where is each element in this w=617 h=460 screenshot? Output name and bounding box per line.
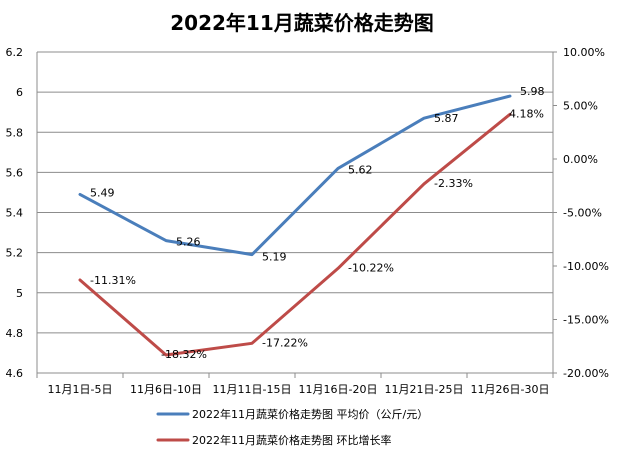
data-label: -18.32%	[161, 348, 207, 361]
right-axis-tick-label: 0.00%	[563, 153, 598, 166]
data-label: -17.22%	[262, 336, 308, 349]
x-axis-tick-label: 11月21日-25日	[385, 383, 464, 396]
left-axis-tick-label: 5.4	[6, 207, 24, 220]
left-axis-tick-label: 5.6	[6, 166, 24, 179]
left-axis-tick-label: 5.8	[6, 126, 24, 139]
data-label: 5.62	[348, 163, 373, 176]
left-axis-tick-label: 6.2	[6, 46, 24, 59]
x-axis-tick-label: 11月6日-10日	[130, 383, 202, 396]
legend-label-2: 2022年11月蔬菜价格走势图 环比增长率	[192, 433, 392, 447]
right-axis-ticks: -20.00% -15.00% -10.00% -5.00% 0.00% 5.00% 10.…	[553, 46, 609, 380]
data-label: 4.18%	[509, 107, 544, 120]
left-axis-tick-label: 5.2	[6, 247, 24, 260]
chart-title: 2022年11月蔬菜价格走势图	[170, 11, 434, 35]
right-axis-tick-label: -20.00%	[563, 367, 609, 380]
legend-label-1: 2022年11月蔬菜价格走势图 平均价（公斤/元）	[192, 407, 428, 421]
right-axis-tick-label: -10.00%	[563, 260, 609, 273]
series-group: 5.49 5.26 5.19 5.62 5.87 5.98 -11.31% -18.32% -1…	[78, 85, 545, 361]
data-label: -11.31%	[90, 274, 136, 287]
left-axis-tick-label: 6	[16, 86, 23, 99]
data-label: 5.98	[520, 85, 545, 98]
series-line-2	[78, 112, 512, 357]
right-axis-tick-label: 10.00%	[563, 46, 605, 59]
x-axis-tick-label: 11月1日-5日	[48, 383, 113, 396]
legend: 2022年11月蔬菜价格走势图 平均价（公斤/元） 2022年11月蔬菜价格走势图…	[156, 407, 428, 447]
data-label: -2.33%	[434, 177, 473, 190]
x-axis-ticks: 11月1日-5日 11月6日-10日 11月11日-15日 11月16日-20日 11月…	[36, 373, 554, 396]
left-axis-ticks: 4.6 4.8 5 5.2 5.4 5.6 5.8 6 6.2	[6, 46, 24, 380]
right-axis-tick-label: 5.00%	[563, 100, 598, 113]
data-label: 5.49	[90, 186, 115, 199]
data-label: 5.26	[176, 236, 201, 249]
data-label: 5.87	[434, 112, 459, 125]
data-label: 5.19	[262, 251, 287, 264]
x-axis-tick-label: 11月16日-20日	[299, 383, 378, 396]
x-axis-tick-label: 11月11日-15日	[213, 383, 292, 396]
right-axis-tick-label: -15.00%	[563, 314, 609, 327]
x-axis-tick-label: 11月26日-30日	[471, 383, 550, 396]
left-axis-tick-label: 4.6	[6, 367, 24, 380]
series-line-1	[78, 94, 512, 257]
left-axis-tick-label: 4.8	[6, 327, 24, 340]
left-axis-tick-label: 5	[16, 287, 23, 300]
data-label: -10.22%	[348, 261, 394, 274]
right-axis-tick-label: -5.00%	[563, 207, 602, 220]
